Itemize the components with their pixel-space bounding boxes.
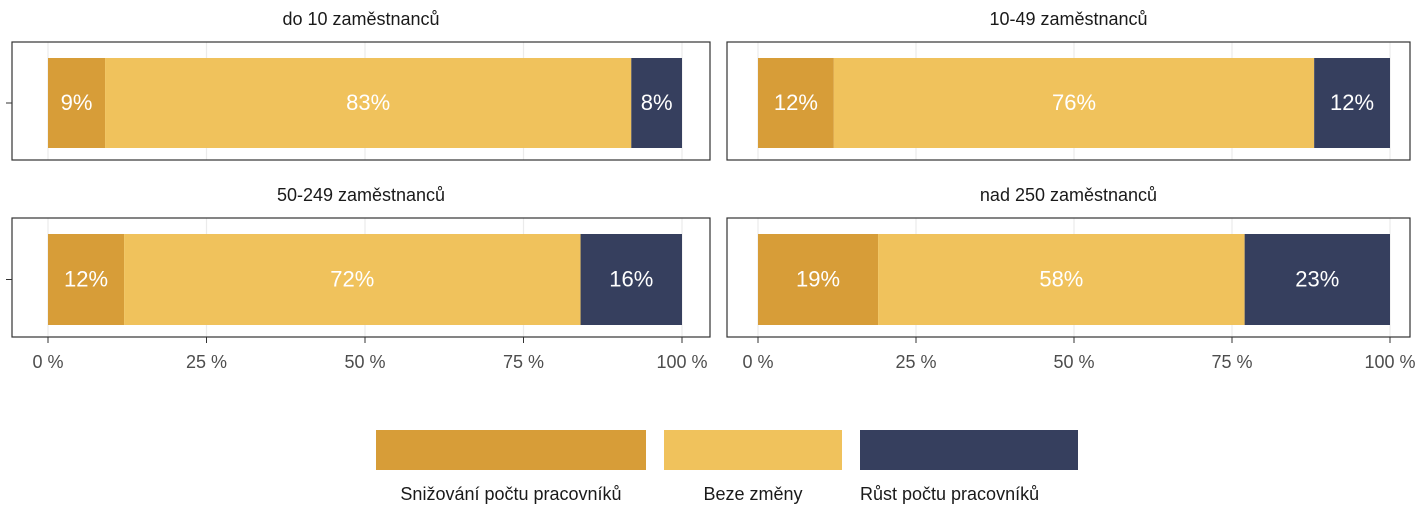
legend-label: Růst počtu pracovníků [860,484,1039,504]
value-label: 12% [774,90,818,115]
bar-segment [48,58,106,148]
bar-segment [758,234,879,325]
x-tick-label: 50 % [344,352,385,372]
value-label: 8% [641,90,673,115]
x-tick-label: 25 % [895,352,936,372]
value-label: 16% [609,266,653,291]
value-label: 76% [1052,90,1096,115]
bar-segment [580,234,682,325]
value-label: 83% [346,90,390,115]
bar-segment [48,234,125,325]
bar-segment [833,58,1315,148]
bar-segment [1314,58,1390,148]
panel-border [726,217,1411,338]
value-label: 19% [796,266,840,291]
panel-border [11,217,711,338]
x-tick-label: 75 % [503,352,544,372]
facet-title: nad 250 zaměstnanců [980,185,1157,205]
x-tick-label: 0 % [742,352,773,372]
legend-swatch [860,430,1078,470]
facet-title: 50-249 zaměstnanců [277,185,445,205]
x-tick-label: 100 % [1364,352,1415,372]
panel-border [726,41,1411,161]
facet-title: 10-49 zaměstnanců [989,9,1147,29]
value-label: 23% [1295,266,1339,291]
value-label: 9% [61,90,93,115]
value-label: 12% [64,266,108,291]
value-label: 58% [1039,266,1083,291]
bar-segment [758,58,834,148]
value-label: 72% [330,266,374,291]
facet-title: do 10 zaměstnanců [282,9,439,29]
bar-segment [631,58,682,148]
bar-segment [105,58,632,148]
x-tick-label: 75 % [1211,352,1252,372]
legend-label: Snižování počtu pracovníků [400,484,621,504]
x-tick-label: 50 % [1053,352,1094,372]
x-tick-label: 0 % [32,352,63,372]
bar-segment [878,234,1245,325]
legend-label: Beze změny [703,484,802,504]
value-label: 12% [1330,90,1374,115]
bar-segment [1244,234,1390,325]
bar-segment [124,234,581,325]
x-tick-label: 100 % [656,352,707,372]
x-tick-label: 25 % [186,352,227,372]
legend-swatch [664,430,842,470]
panel-border [11,41,711,161]
legend-swatch [376,430,646,470]
